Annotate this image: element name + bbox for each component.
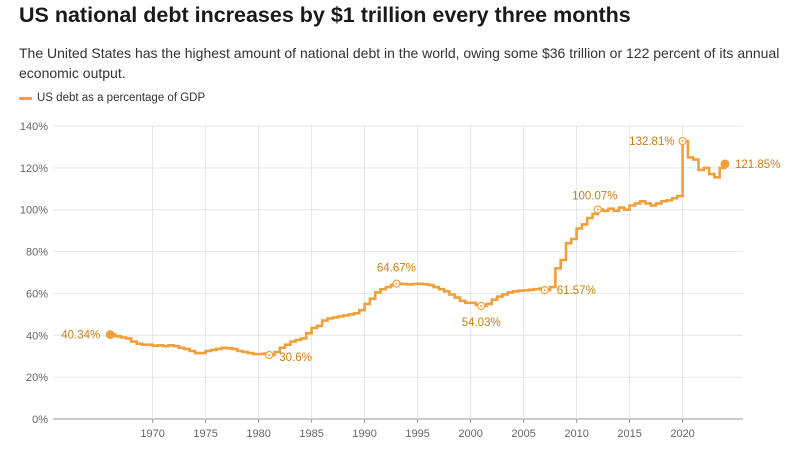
y-tick-label: 60% [26,288,48,300]
x-tick-label: 2005 [511,428,535,440]
y-tick-label: 0% [32,414,48,426]
y-tick-label: 100% [20,205,48,217]
x-tick-label: 1970 [140,428,164,440]
annotation-label: 132.81% [629,136,674,148]
y-tick-label: 140% [20,121,48,133]
x-tick-label: 1980 [246,428,270,440]
annotation-label: 40.34% [61,330,100,342]
y-tick-label: 40% [26,330,48,342]
x-tick-label: 1975 [193,428,217,440]
annotation-label: 100.07% [572,191,617,203]
y-tick-label: 120% [20,163,48,175]
chart-subtitle: The United States has the highest amount… [19,45,780,81]
legend-label: US debt as a percentage of GDP [37,92,206,104]
annotation-label: 61.57% [557,285,596,297]
annotation-marker-dot [268,353,271,356]
legend: US debt as a percentage of GDP [19,91,205,105]
y-tick-label: 80% [26,247,48,259]
annotation-marker-dot [543,289,546,292]
x-tick-label: 1985 [299,428,323,440]
x-tick-label: 1995 [405,428,429,440]
annotation-label: 121.85% [735,159,780,171]
chart-title: US national debt increases by $1 trillio… [19,3,631,27]
x-tick-label: 2000 [458,428,482,440]
annotation-marker-dot [596,208,599,211]
annotation-label: 30.6% [279,352,312,364]
annotation-marker [720,159,730,169]
y-tick-label: 20% [26,372,48,384]
annotation-marker-dot [395,282,398,285]
annotation-marker-dot [480,304,483,307]
x-tick-label: 2015 [617,428,641,440]
annotation-marker-dot [681,140,684,143]
x-tick-label: 2010 [564,428,588,440]
annotation-label: 64.67% [377,263,416,275]
legend-swatch [19,96,32,100]
annotation-marker [105,330,115,340]
annotation-label: 54.03% [462,317,501,329]
x-tick-label: 2020 [670,428,694,440]
series-line [110,139,727,357]
x-tick-label: 1990 [352,428,376,440]
